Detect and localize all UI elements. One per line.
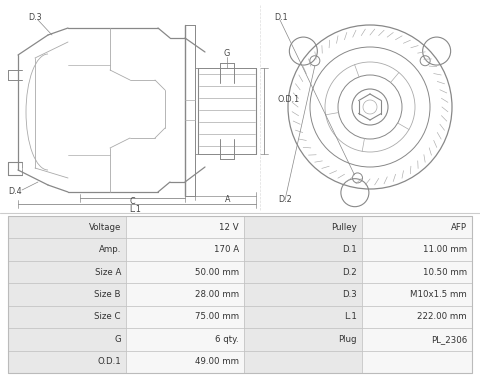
- Text: D.1: D.1: [274, 14, 288, 23]
- Text: D.3: D.3: [28, 14, 42, 23]
- Text: Voltage: Voltage: [89, 223, 121, 232]
- Bar: [8, 238, 126, 261]
- Bar: [126, 306, 244, 328]
- Text: 49.00 mm: 49.00 mm: [195, 357, 239, 366]
- Text: M10x1.5 mm: M10x1.5 mm: [410, 290, 467, 299]
- Bar: [8, 261, 126, 283]
- Bar: [244, 261, 362, 283]
- Text: D.3: D.3: [342, 290, 357, 299]
- Text: D.1: D.1: [342, 245, 357, 254]
- Text: 28.00 mm: 28.00 mm: [195, 290, 239, 299]
- Text: PL_2306: PL_2306: [431, 335, 467, 344]
- Bar: [362, 283, 472, 306]
- Text: Size A: Size A: [95, 268, 121, 277]
- Bar: [8, 350, 126, 373]
- Text: 170 A: 170 A: [214, 245, 239, 254]
- Text: G: G: [224, 49, 230, 58]
- Bar: [362, 238, 472, 261]
- Bar: [8, 216, 472, 373]
- Bar: [8, 283, 126, 306]
- Bar: [362, 328, 472, 350]
- Bar: [362, 350, 472, 373]
- Text: O.D.1: O.D.1: [97, 357, 121, 366]
- Bar: [8, 216, 126, 238]
- Bar: [126, 238, 244, 261]
- Text: Amp.: Amp.: [98, 245, 121, 254]
- Text: Size B: Size B: [95, 290, 121, 299]
- Text: 11.00 mm: 11.00 mm: [423, 245, 467, 254]
- Bar: [244, 328, 362, 350]
- Bar: [362, 306, 472, 328]
- Text: C: C: [129, 197, 135, 206]
- Bar: [362, 261, 472, 283]
- Text: 75.00 mm: 75.00 mm: [195, 312, 239, 321]
- Bar: [244, 283, 362, 306]
- Bar: [126, 216, 244, 238]
- Text: Size C: Size C: [95, 312, 121, 321]
- Text: D.4: D.4: [8, 188, 22, 197]
- Bar: [126, 350, 244, 373]
- Text: 10.50 mm: 10.50 mm: [423, 268, 467, 277]
- Text: O.D.1: O.D.1: [278, 96, 300, 105]
- Text: G: G: [114, 335, 121, 344]
- Bar: [362, 216, 472, 238]
- Bar: [244, 216, 362, 238]
- Text: Plug: Plug: [338, 335, 357, 344]
- Text: Pulley: Pulley: [331, 223, 357, 232]
- Bar: [244, 238, 362, 261]
- Bar: [8, 328, 126, 350]
- Text: AFP: AFP: [451, 223, 467, 232]
- Text: L.1: L.1: [344, 312, 357, 321]
- Text: 222.00 mm: 222.00 mm: [418, 312, 467, 321]
- Bar: [8, 306, 126, 328]
- Bar: [244, 306, 362, 328]
- Bar: [126, 328, 244, 350]
- Text: L.1: L.1: [129, 205, 141, 214]
- Text: 6 qty.: 6 qty.: [216, 335, 239, 344]
- Bar: [126, 283, 244, 306]
- Text: 50.00 mm: 50.00 mm: [195, 268, 239, 277]
- Text: D.2: D.2: [278, 196, 292, 205]
- Text: 12 V: 12 V: [219, 223, 239, 232]
- Bar: [244, 350, 362, 373]
- Bar: [126, 261, 244, 283]
- Text: A: A: [225, 196, 231, 205]
- Text: D.2: D.2: [342, 268, 357, 277]
